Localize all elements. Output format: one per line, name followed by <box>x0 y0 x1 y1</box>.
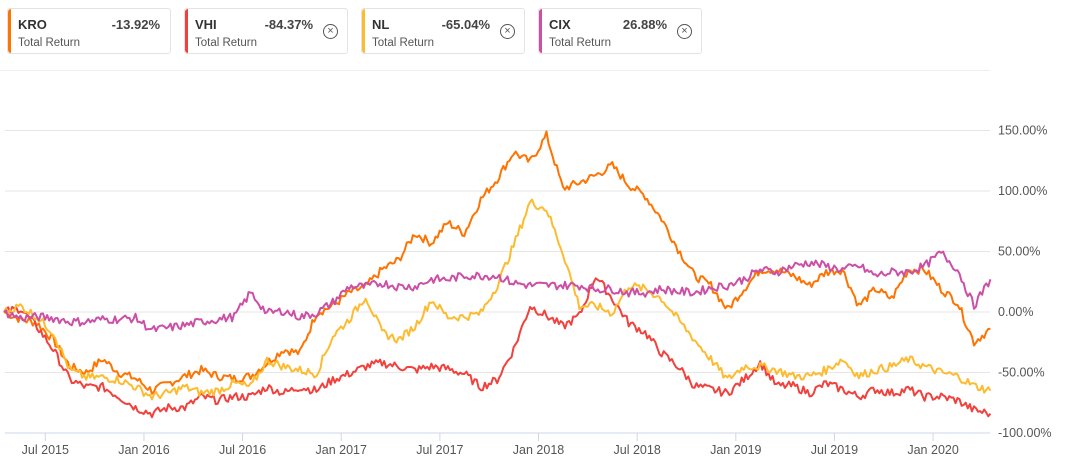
x-tick-label: Jul 2017 <box>416 443 463 457</box>
series-line-kro <box>3 130 991 395</box>
series-return-value: -13.92% <box>111 17 160 32</box>
series-symbol: NL <box>372 17 390 32</box>
series-line-cix <box>3 250 992 333</box>
x-tick-label: Jul 2016 <box>219 443 266 457</box>
series-return-value: -65.04% <box>441 17 490 32</box>
x-tick-label: Jul 2015 <box>22 443 69 457</box>
remove-series-icon[interactable]: × <box>323 24 338 39</box>
series-metric-label: Total Return <box>549 37 612 49</box>
series-metric-label: Total Return <box>372 37 435 49</box>
remove-series-icon[interactable]: × <box>677 24 692 39</box>
y-tick-label: -50.00% <box>998 366 1045 380</box>
series-symbol: VHI <box>195 17 217 32</box>
legend-card-cix[interactable]: CIX 26.88% Total Return × <box>538 8 702 54</box>
x-tick-label: Jan 2016 <box>118 443 169 457</box>
series-color-bar <box>362 9 365 53</box>
series-color-bar <box>539 9 542 53</box>
legend-card-vhi[interactable]: VHI -84.37% Total Return × <box>184 8 348 54</box>
series-line-nl <box>3 198 992 401</box>
x-tick-label: Jan 2018 <box>513 443 564 457</box>
series-symbol: KRO <box>18 17 47 32</box>
series-return-value: 26.88% <box>622 17 667 32</box>
series-return-value: -84.37% <box>264 17 313 32</box>
x-tick-label: Jan 2020 <box>907 443 958 457</box>
series-symbol: CIX <box>549 17 571 32</box>
legend: KRO -13.92% Total Return VHI -84.37% Total Re… <box>7 8 702 54</box>
divider <box>0 70 990 71</box>
series-line-vhi <box>3 277 992 419</box>
legend-card-nl[interactable]: NL -65.04% Total Return × <box>361 8 525 54</box>
series-color-bar <box>8 9 11 53</box>
x-tick-label: Jul 2019 <box>811 443 858 457</box>
y-tick-label: -100.00% <box>998 426 1052 440</box>
y-tick-label: 50.00% <box>998 245 1040 259</box>
x-tick-label: Jul 2018 <box>614 443 661 457</box>
series-metric-label: Total Return <box>18 37 81 49</box>
legend-card-kro[interactable]: KRO -13.92% Total Return <box>7 8 171 54</box>
x-tick-label: Jan 2019 <box>710 443 761 457</box>
remove-series-icon[interactable]: × <box>500 24 515 39</box>
series-metric-label: Total Return <box>195 37 258 49</box>
x-tick-label: Jan 2017 <box>316 443 367 457</box>
y-tick-label: 0.00% <box>998 305 1033 319</box>
y-tick-label: 100.00% <box>998 184 1047 198</box>
y-tick-label: 150.00% <box>998 124 1047 138</box>
series-color-bar <box>185 9 188 53</box>
